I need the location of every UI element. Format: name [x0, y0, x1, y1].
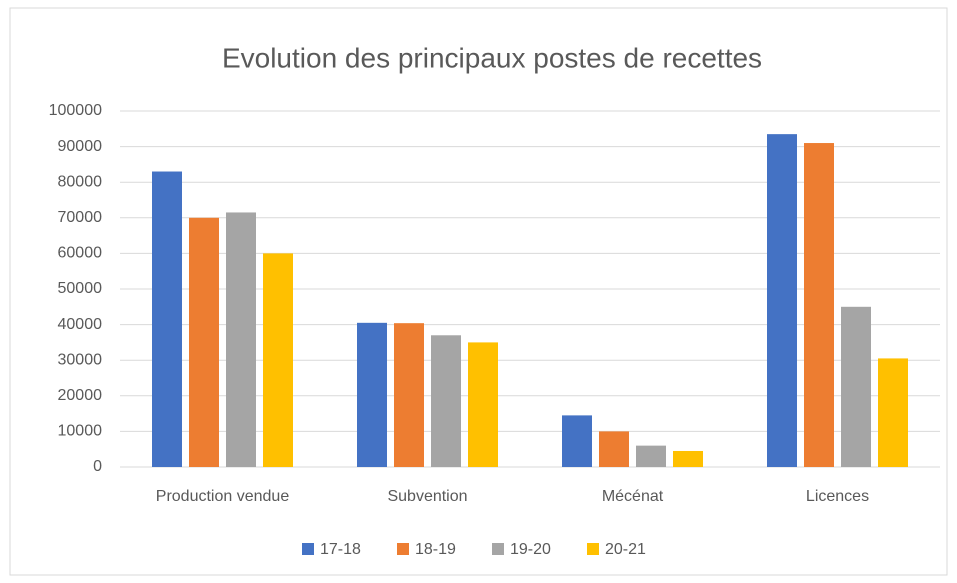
bar [226, 212, 256, 467]
legend-label: 18-19 [415, 541, 456, 558]
x-tick-label: Mécénat [602, 488, 664, 505]
bar [562, 415, 592, 467]
bar [431, 335, 461, 467]
y-tick-label: 100000 [49, 102, 102, 119]
y-tick-label: 10000 [58, 423, 103, 440]
y-tick-label: 80000 [58, 173, 103, 190]
legend-label: 20-21 [605, 541, 646, 558]
y-tick-label: 20000 [58, 387, 103, 404]
bar [767, 134, 797, 467]
bar [636, 445, 666, 467]
bar [468, 342, 498, 467]
bar [152, 171, 182, 467]
x-tick-label: Licences [806, 488, 869, 505]
bar [357, 322, 387, 467]
chart-title: Evolution des principaux postes de recet… [222, 42, 762, 73]
bar [599, 431, 629, 467]
bar [841, 306, 871, 467]
legend-label: 19-20 [510, 541, 551, 558]
y-tick-label: 70000 [58, 209, 103, 226]
y-tick-label: 30000 [58, 351, 103, 368]
y-tick-label: 40000 [58, 316, 103, 333]
legend-swatch [397, 543, 409, 555]
bar [673, 450, 703, 467]
legend-swatch [587, 543, 599, 555]
y-tick-label: 0 [93, 458, 102, 475]
bar [189, 217, 219, 467]
y-tick-label: 90000 [58, 138, 103, 155]
bar [394, 323, 424, 467]
y-tick-label: 60000 [58, 245, 103, 262]
legend-label: 17-18 [320, 541, 361, 558]
bar [263, 253, 293, 467]
x-tick-label: Production vendue [156, 488, 290, 505]
bar [878, 358, 908, 467]
x-tick-label: Subvention [387, 488, 467, 505]
legend-swatch [302, 543, 314, 555]
bar [804, 143, 834, 468]
y-tick-label: 50000 [58, 280, 103, 297]
legend-swatch [492, 543, 504, 555]
